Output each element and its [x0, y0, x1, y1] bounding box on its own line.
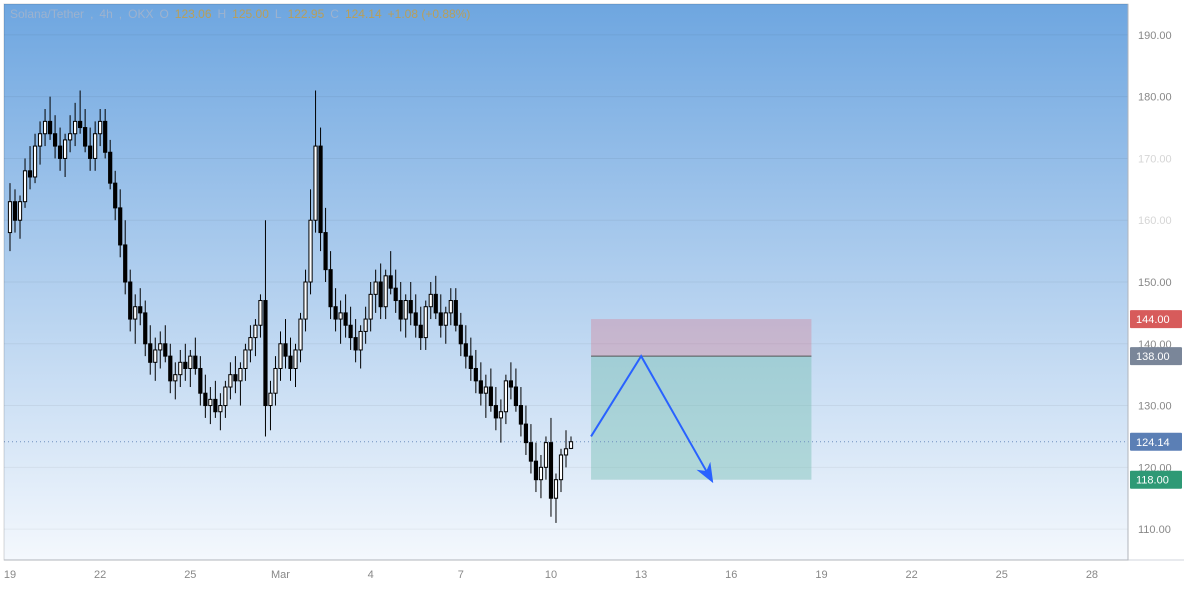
symbol-sep: , [90, 7, 93, 21]
symbol-name[interactable]: Solana/Tether [10, 7, 84, 21]
svg-text:144.00: 144.00 [1136, 314, 1170, 326]
svg-text:7: 7 [458, 569, 464, 581]
o-label: O [159, 7, 168, 21]
chart-root[interactable]: 110.00120.00130.00140.00150.00160.00170.… [0, 0, 1184, 592]
svg-text:22: 22 [94, 569, 106, 581]
c-label: C [330, 7, 339, 21]
h-val: 125.00 [232, 7, 269, 21]
svg-text:110.00: 110.00 [1138, 524, 1171, 536]
svg-text:28: 28 [1086, 569, 1098, 581]
h-label: H [218, 7, 227, 21]
svg-text:150.00: 150.00 [1138, 277, 1172, 289]
svg-text:16: 16 [725, 569, 737, 581]
svg-text:22: 22 [905, 569, 917, 581]
svg-text:25: 25 [184, 569, 196, 581]
svg-text:180.00: 180.00 [1138, 92, 1172, 104]
svg-text:19: 19 [815, 569, 827, 581]
svg-text:170.00: 170.00 [1138, 153, 1172, 165]
svg-text:4: 4 [368, 569, 374, 581]
svg-text:Mar: Mar [271, 569, 290, 581]
l-label: L [275, 7, 282, 21]
svg-text:190.00: 190.00 [1138, 30, 1172, 42]
c-val: 124.14 [345, 7, 382, 21]
svg-text:124.14: 124.14 [1136, 437, 1170, 449]
chart-canvas[interactable]: 110.00120.00130.00140.00150.00160.00170.… [0, 0, 1184, 592]
svg-text:10: 10 [545, 569, 557, 581]
svg-text:118.00: 118.00 [1136, 475, 1169, 487]
svg-text:19: 19 [4, 569, 16, 581]
o-val: 123.06 [175, 7, 212, 21]
svg-text:130.00: 130.00 [1138, 401, 1172, 413]
l-val: 122.95 [288, 7, 325, 21]
exchange[interactable]: OKX [128, 7, 153, 21]
symbol-header: Solana/Tether , 4h , OKX O 123.06 H 125.… [10, 7, 476, 21]
svg-text:138.00: 138.00 [1136, 351, 1170, 363]
symbol-sep2: , [119, 7, 122, 21]
interval[interactable]: 4h [99, 7, 112, 21]
change-val: +1.08 (+0.88%) [388, 7, 471, 21]
svg-text:160.00: 160.00 [1138, 215, 1172, 227]
svg-text:13: 13 [635, 569, 647, 581]
svg-text:25: 25 [996, 569, 1008, 581]
